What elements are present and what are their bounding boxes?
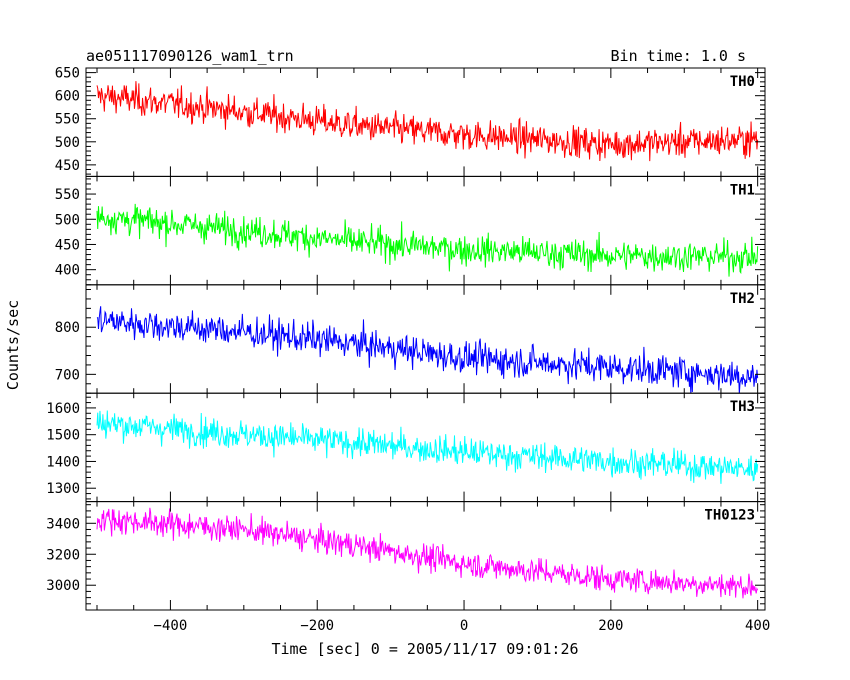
y-tick-label: 400 [55, 263, 80, 279]
y-tick-label: 650 [55, 66, 80, 82]
y-axis-label: Counts/sec [4, 300, 22, 390]
y-tick-label: 450 [55, 158, 80, 174]
panel-frame [85, 284, 766, 394]
panel-frame [85, 175, 766, 286]
y-tick-label: 500 [55, 212, 80, 228]
y-tick-label: 1300 [46, 481, 80, 497]
panel-th1: TH1 400 450 500 550 [55, 175, 766, 286]
y-tick-label: 550 [55, 112, 80, 128]
y-tick-label: 3400 [46, 516, 80, 532]
chart-title: ae051117090126_wam1_trn [86, 47, 294, 65]
series-line-th0 [96, 81, 759, 162]
y-tick-label: 550 [55, 187, 80, 203]
panels-group: TH0 450 500 550 600 650 TH1 400 450 500 550 TH2 700 8… [46, 66, 770, 634]
y-tick-label: 500 [55, 135, 80, 151]
y-tick-label: 3000 [46, 578, 80, 594]
panel-th2: TH2 700 800 [55, 284, 766, 394]
y-tick-label: 800 [55, 320, 80, 336]
panel-label: TH1 [730, 182, 755, 198]
x-tick-label: −400 [154, 618, 188, 634]
y-tick-label: 700 [55, 367, 80, 383]
series-line-th1 [96, 203, 759, 277]
panel-label: TH3 [730, 399, 755, 415]
panel-label: TH2 [730, 291, 755, 307]
panel-th0: TH0 450 500 550 600 650 [55, 66, 766, 177]
x-axis-label: Time [sec] 0 = 2005/11/17 09:01:26 [271, 640, 578, 658]
y-tick-label: 1600 [46, 401, 80, 417]
y-tick-label: 1400 [46, 454, 80, 470]
x-tick-label: 400 [745, 618, 770, 634]
panel-label: TH0 [730, 74, 755, 90]
x-tick-label: 0 [460, 618, 468, 634]
y-tick-label: 3200 [46, 547, 80, 563]
y-tick-label: 600 [55, 89, 80, 105]
panel-label: TH0123 [704, 508, 755, 524]
x-tick-label: −200 [300, 618, 334, 634]
panel-frame [85, 67, 766, 177]
series-line-th3 [96, 410, 759, 484]
y-tick-label: 450 [55, 237, 80, 253]
x-tick-label: 200 [598, 618, 623, 634]
series-line-th2 [96, 306, 759, 394]
panel-th3: TH3 1300 1400 1500 1600 [46, 392, 766, 503]
panel-frame [85, 501, 766, 611]
series-line-th0123 [96, 507, 759, 599]
y-tick-label: 1500 [46, 428, 80, 444]
bin-time-label: Bin time: 1.0 s [611, 47, 746, 65]
panel-th0123: TH0123 3000 3200 3400 [46, 501, 766, 611]
